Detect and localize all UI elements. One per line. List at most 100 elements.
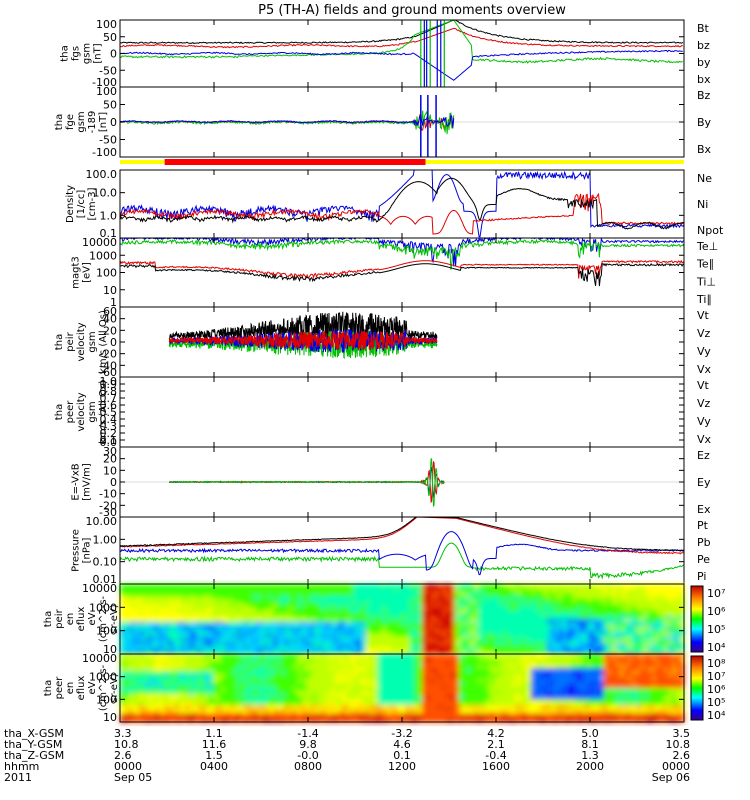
peir-spectrogram-cell (631, 589, 637, 594)
peer-spectrogram-cell (261, 673, 266, 678)
peir-spectrogram-cell (402, 595, 407, 600)
peer-spectrogram-cell (172, 668, 178, 672)
peer-spectrogram-cell (168, 719, 173, 723)
peer-spectrogram-cell (160, 673, 165, 678)
peir-spectrogram-cell (680, 589, 685, 594)
peer-spectrogram-cell (188, 716, 194, 720)
peir-spectrogram-cell (643, 648, 649, 652)
peir-spectrogram-cell (156, 639, 161, 643)
peir-spectrogram-cell (224, 642, 230, 646)
peir-spectrogram-cell (482, 633, 488, 638)
peer-spectrogram-cell (293, 679, 298, 683)
peir-spectrogram-cell (470, 633, 476, 638)
peer-spectrogram-cell (172, 656, 178, 661)
peir-spectrogram-cell (543, 633, 548, 638)
peir-spectrogram-cell (426, 613, 431, 617)
peir-spectrogram-cell (353, 636, 359, 641)
peir-spectrogram-cell (486, 604, 492, 608)
peer-spectrogram-cell (136, 719, 141, 723)
peir-spectrogram-cell (514, 642, 520, 646)
peir-spectrogram-cell (506, 598, 512, 603)
peer-spectrogram-cell (321, 710, 327, 715)
peer-spectrogram-cell (313, 656, 319, 661)
peer-spectrogram-cell (140, 676, 145, 681)
fgs-frame (119, 19, 685, 88)
peir-spectrogram-cell (551, 616, 556, 620)
peir-spectrogram-cell (551, 601, 556, 606)
peer-spectrogram-cell (196, 699, 202, 703)
peir-spectrogram-cell (361, 595, 367, 600)
peir-spectrogram-cell (273, 589, 278, 594)
peir-spectrogram-cell (446, 592, 451, 597)
peir-spectrogram-cell (422, 642, 427, 646)
peer-spectrogram-cell (293, 693, 298, 698)
peir-spectrogram-cell (458, 616, 464, 620)
peer-spectrogram-cell (289, 662, 294, 666)
peer-spectrogram-cell (329, 654, 335, 658)
peir-spectrogram-cell (611, 595, 617, 600)
peir-spectrogram-cell (309, 633, 314, 638)
peir-spectrogram-cell (361, 584, 367, 588)
peir-spectrogram-cell (124, 630, 129, 635)
peir-spectrogram-cell (248, 651, 254, 655)
peer-spectrogram-cell (120, 654, 125, 658)
peir-spectrogram-cell (518, 624, 524, 629)
peir-spectrogram-cell (216, 586, 222, 591)
peir-spectrogram-cell (462, 621, 468, 626)
peir-spectrogram-cell (599, 627, 605, 632)
peir-spectrogram-cell (563, 613, 568, 617)
peir-spectrogram-cell (389, 636, 395, 641)
peir-spectrogram-cell (232, 601, 238, 606)
peir-spectrogram-cell (248, 633, 254, 638)
peir-spectrogram-cell (659, 636, 665, 641)
peir-spectrogram-cell (257, 630, 262, 635)
peir-spectrogram-cell (522, 651, 528, 655)
peir-spectrogram-cell (248, 592, 254, 597)
peir-spectrogram-cell (265, 589, 270, 594)
peer-spectrogram-cell (192, 705, 198, 709)
peir-spectrogram-cell (414, 613, 419, 617)
peer-spectrogram-cell (309, 685, 314, 689)
peir-spectrogram-cell (410, 613, 415, 617)
peer-spectrogram-cell (317, 665, 323, 669)
peir-spectrogram-cell (454, 616, 460, 620)
peir-spectrogram-cell (458, 633, 464, 638)
peer-spectrogram-cell (204, 702, 210, 706)
peir-spectrogram-cell (289, 610, 294, 614)
peir-spectrogram-cell (244, 636, 250, 641)
peir-spectrogram-cell (337, 595, 343, 600)
peir-spectrogram-cell (583, 636, 588, 641)
peir-spectrogram-cell (188, 642, 194, 646)
peir-spectrogram-cell (160, 645, 165, 649)
peir-spectrogram-cell (176, 642, 182, 646)
peir-spectrogram-cell (567, 604, 572, 608)
peer-spectrogram-cell (196, 668, 202, 672)
peer-spectrogram-cell (325, 719, 331, 723)
peer-spectrogram-cell (297, 699, 302, 703)
peer-spectrogram-cell (309, 665, 314, 669)
peir-spectrogram-cell (128, 633, 133, 638)
peir-spectrogram-cell (502, 651, 508, 655)
peir-spectrogram-cell (220, 595, 226, 600)
peer-spectrogram-cell (164, 699, 169, 703)
peer-spectrogram-cell (240, 710, 246, 715)
peer-spectrogram-cell (289, 716, 294, 720)
peir-spectrogram-cell (615, 610, 621, 614)
peer-spectrogram-cell (168, 656, 173, 661)
peir-spectrogram-cell (543, 601, 548, 606)
peer-spectrogram-cell (305, 705, 310, 709)
fge-ylabel: gsm (76, 111, 87, 132)
peir-spectrogram-cell (180, 630, 186, 635)
peer-spectrogram-cell (192, 719, 198, 723)
peir-spectrogram-cell (393, 613, 399, 617)
peir-spectrogram-cell (365, 595, 371, 600)
peir-spectrogram-cell (615, 584, 621, 588)
peir-spectrogram-cell (551, 645, 556, 649)
peir-spectrogram-cell (269, 589, 274, 594)
peir-spectrogram-cell (208, 613, 214, 617)
pressure-line-pt (119, 516, 685, 552)
peer-spectrogram-cell (144, 690, 149, 695)
peir-spectrogram-cell (478, 610, 484, 614)
peir-spectrogram-cell (623, 648, 629, 652)
